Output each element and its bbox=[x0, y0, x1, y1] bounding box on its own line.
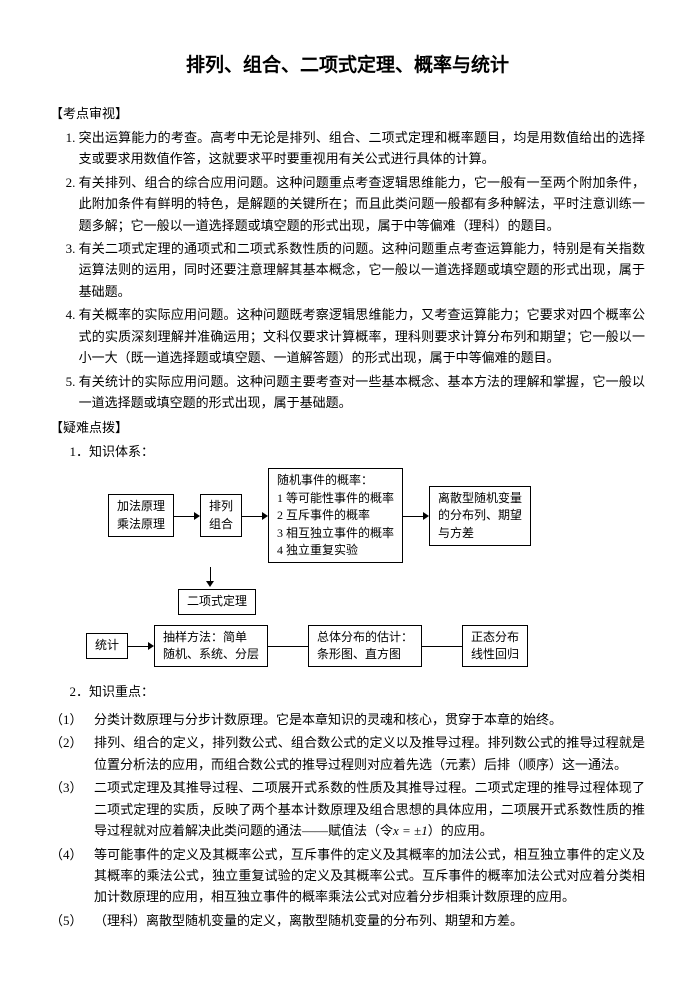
item-text: 等可能事件的定义及其概率公式，互斥事件的定义及其概率的加法公式，相互独立事件的定… bbox=[94, 844, 645, 908]
flow-box-statistics: 统计 bbox=[86, 633, 128, 658]
arrow-down-icon bbox=[204, 567, 216, 587]
flow-text: 随机、系统、分层 bbox=[163, 646, 259, 663]
flow-text: 乘法原理 bbox=[117, 516, 165, 533]
flow-box-principles: 加法原理 乘法原理 bbox=[108, 494, 174, 537]
item-text: （理科）离散型随机变量的定义，离散型随机变量的分布列、期望和方差。 bbox=[94, 910, 645, 931]
arrow-right-icon bbox=[174, 510, 200, 522]
list-item: 有关排列、组合的综合应用问题。这种问题重点考查逻辑思维能力，它一般有一至两个附加… bbox=[79, 172, 645, 236]
list-item: （5） （理科）离散型随机变量的定义，离散型随机变量的分布列、期望和方差。 bbox=[50, 910, 645, 931]
item-text: 排列、组合的定义，排列数公式、组合数公式的定义以及推导过程。排列数公式的推导过程… bbox=[94, 732, 645, 775]
arrow-right-icon bbox=[403, 510, 429, 522]
flow-text: 与方差 bbox=[438, 525, 522, 542]
connector-line bbox=[422, 640, 462, 652]
flow-text: 总体分布的估计： bbox=[317, 629, 413, 646]
item-number: （3） bbox=[50, 777, 94, 798]
section-heading-2: 【疑难点拨】 bbox=[50, 417, 645, 438]
flow-text: 抽样方法：简单 bbox=[163, 629, 259, 646]
connector-line bbox=[268, 640, 308, 652]
flow-text: 条形图、直方图 bbox=[317, 646, 413, 663]
subheading-knowledge-system: 1．知识体系： bbox=[70, 441, 646, 462]
flow-text: 4 独立重复实验 bbox=[277, 542, 394, 559]
knowledge-flowchart: 加法原理 乘法原理 排列 组合 随机事件的概率： 1 等可能性事件的概率 2 互… bbox=[80, 468, 645, 667]
flow-box-binomial: 二项式定理 bbox=[178, 589, 256, 614]
section-heading-1: 【考点审视】 bbox=[50, 103, 645, 124]
key-points-list: （1） 分类计数原理与分步计数原理。它是本章知识的灵魂和核心，贯穿于本章的始终。… bbox=[50, 709, 645, 931]
list-item: （2） 排列、组合的定义，排列数公式、组合数公式的定义以及推导过程。排列数公式的… bbox=[50, 732, 645, 775]
flow-text: 排列 bbox=[209, 498, 233, 515]
flow-box-permutation: 排列 组合 bbox=[200, 494, 242, 537]
list-item: 突出运算能力的考查。高考中无论是排列、组合、二项式定理和概率题目，均是用数值给出… bbox=[79, 127, 645, 170]
flow-text: 随机事件的概率： bbox=[277, 472, 394, 489]
flow-text: 组合 bbox=[209, 516, 233, 533]
flow-text: 正态分布 bbox=[471, 629, 519, 646]
item-number: （1） bbox=[50, 709, 94, 730]
flow-text: 2 互斥事件的概率 bbox=[277, 507, 394, 524]
list-item: （1） 分类计数原理与分步计数原理。它是本章知识的灵魂和核心，贯穿于本章的始终。 bbox=[50, 709, 645, 730]
flow-box-probability: 随机事件的概率： 1 等可能性事件的概率 2 互斥事件的概率 3 相互独立事件的… bbox=[268, 468, 403, 563]
page-title: 排列、组合、二项式定理、概率与统计 bbox=[50, 50, 645, 81]
item-text: 分类计数原理与分步计数原理。它是本章知识的灵魂和核心，贯穿于本章的始终。 bbox=[94, 709, 645, 730]
flow-text: 离散型随机变量 bbox=[438, 490, 522, 507]
list-item: 有关二项式定理的通项式和二项式系数性质的问题。这种问题重点考查运算能力，特别是有… bbox=[79, 238, 645, 302]
arrow-right-icon bbox=[128, 640, 154, 652]
item-text-part: 二项式定理及其推导过程、二项展开式系数的性质及其推导过程。二项式定理的推导过程体… bbox=[94, 780, 645, 838]
flow-text: 的分布列、期望 bbox=[438, 507, 522, 524]
subheading-key-points: 2．知识重点： bbox=[70, 681, 646, 702]
flow-text: 线性回归 bbox=[471, 646, 519, 663]
flow-text: 3 相互独立事件的概率 bbox=[277, 525, 394, 542]
exam-points-list: 突出运算能力的考查。高考中无论是排列、组合、二项式定理和概率题目，均是用数值给出… bbox=[50, 127, 645, 414]
item-number: （2） bbox=[50, 732, 94, 753]
flow-box-random-var: 离散型随机变量 的分布列、期望 与方差 bbox=[429, 486, 531, 546]
list-item: （4） 等可能事件的定义及其概率公式，互斥事件的定义及其概率的加法公式，相互独立… bbox=[50, 844, 645, 908]
flow-text: 1 等可能性事件的概率 bbox=[277, 490, 394, 507]
item-number: （5） bbox=[50, 910, 94, 931]
flow-box-estimate: 总体分布的估计： 条形图、直方图 bbox=[308, 625, 422, 668]
formula-text: x = ±1 bbox=[393, 823, 428, 838]
list-item: 有关统计的实际应用问题。这种问题主要考查对一些基本概念、基本方法的理解和掌握，它… bbox=[79, 371, 645, 414]
flow-box-sampling: 抽样方法：简单 随机、系统、分层 bbox=[154, 625, 268, 668]
list-item: （3） 二项式定理及其推导过程、二项展开式系数的性质及其推导过程。二项式定理的推… bbox=[50, 777, 645, 841]
list-item: 有关概率的实际应用问题。这种问题既考察逻辑思维能力，又考查运算能力；它要求对四个… bbox=[79, 304, 645, 368]
flow-text: 加法原理 bbox=[117, 498, 165, 515]
item-text: 二项式定理及其推导过程、二项展开式系数的性质及其推导过程。二项式定理的推导过程体… bbox=[94, 777, 645, 841]
arrow-right-icon bbox=[242, 510, 268, 522]
item-text-part: ）的应用。 bbox=[428, 823, 493, 838]
item-number: （4） bbox=[50, 844, 94, 865]
flow-box-normal: 正态分布 线性回归 bbox=[462, 625, 528, 668]
